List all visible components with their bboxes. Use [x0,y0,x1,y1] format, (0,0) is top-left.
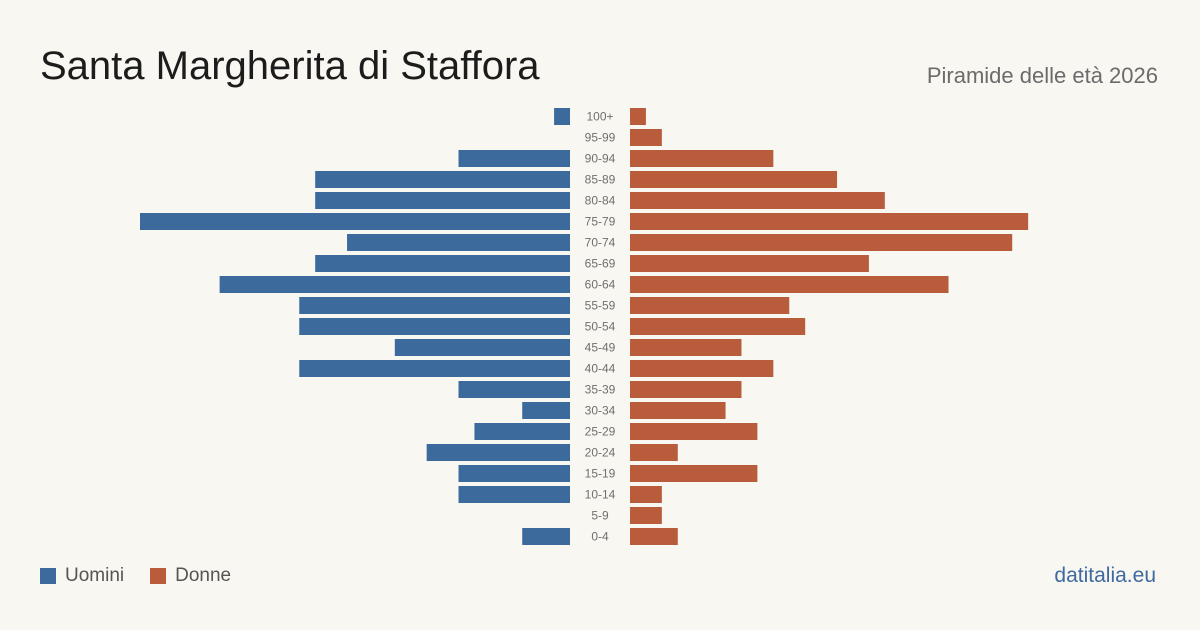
bar-women-15-19 [630,465,758,482]
bar-men-20-24 [426,444,570,461]
bar-men-65-69 [315,255,570,272]
bar-women-50-54 [630,318,806,335]
legend: Uomini Donne [40,565,257,587]
bar-women-95-99 [630,129,662,146]
bar-men-40-44 [299,360,570,377]
bar-men-10-14 [458,486,570,503]
age-label-20-24: 20-24 [585,446,616,460]
age-label-30-34: 30-34 [585,404,616,418]
age-label-85-89: 85-89 [585,173,616,187]
age-label-65-69: 65-69 [585,257,616,271]
bar-men-35-39 [458,381,570,398]
chart-title: Santa Margherita di Staffora [40,44,540,88]
chart-subtitle: Piramide delle età 2026 [926,63,1158,88]
bar-men-15-19 [458,465,570,482]
bar-women-20-24 [630,444,678,461]
bar-men-0-4 [522,528,570,545]
bar-women-55-59 [630,297,790,314]
age-label-15-19: 15-19 [585,467,616,481]
legend-label-women: Donne [175,565,232,586]
bar-men-85-89 [315,171,570,188]
bar-women-70-74 [630,234,1013,251]
age-label-25-29: 25-29 [585,425,616,439]
bar-men-90-94 [458,150,570,167]
source-link[interactable]: datitalia.eu [1054,564,1156,587]
bar-women-60-64 [630,276,949,293]
legend-swatch-men [40,568,56,584]
age-label-100+: 100+ [586,110,613,124]
legend-swatch-women [150,568,167,584]
bar-men-45-49 [394,339,570,356]
bar-women-25-29 [630,423,758,440]
bar-women-65-69 [630,255,869,272]
bar-women-10-14 [630,486,662,503]
bar-men-25-29 [474,423,570,440]
bar-women-30-34 [630,402,726,419]
bar-women-45-49 [630,339,742,356]
age-label-50-54: 50-54 [585,320,616,334]
age-label-75-79: 75-79 [585,215,616,229]
bar-women-100+ [630,108,646,125]
bar-men-50-54 [299,318,570,335]
bar-women-90-94 [630,150,774,167]
legend-item-women: Donne [150,565,231,587]
age-label-70-74: 70-74 [585,236,616,250]
age-label-45-49: 45-49 [585,341,616,355]
age-label-90-94: 90-94 [585,152,616,166]
age-label-10-14: 10-14 [585,488,616,502]
age-label-35-39: 35-39 [585,383,616,397]
age-label-0-4: 0-4 [591,530,609,544]
bar-men-55-59 [299,297,570,314]
legend-label-men: Uomini [65,565,125,586]
bar-women-75-79 [630,213,1029,230]
bar-men-60-64 [219,276,570,293]
legend-item-men: Uomini [40,565,124,587]
bar-men-30-34 [522,402,570,419]
age-label-95-99: 95-99 [585,131,616,145]
bar-men-100+ [554,108,570,125]
bar-men-70-74 [347,234,570,251]
age-label-5-9: 5-9 [591,509,609,523]
bar-women-5-9 [630,507,662,524]
age-label-60-64: 60-64 [585,278,616,292]
bar-men-80-84 [315,192,570,209]
age-label-55-59: 55-59 [585,299,616,313]
bar-women-80-84 [630,192,885,209]
bar-women-35-39 [630,381,742,398]
bar-women-40-44 [630,360,774,377]
bar-women-85-89 [630,171,838,188]
age-label-80-84: 80-84 [585,194,616,208]
age-label-40-44: 40-44 [585,362,616,376]
bar-men-75-79 [140,213,570,230]
bar-women-0-4 [630,528,678,545]
